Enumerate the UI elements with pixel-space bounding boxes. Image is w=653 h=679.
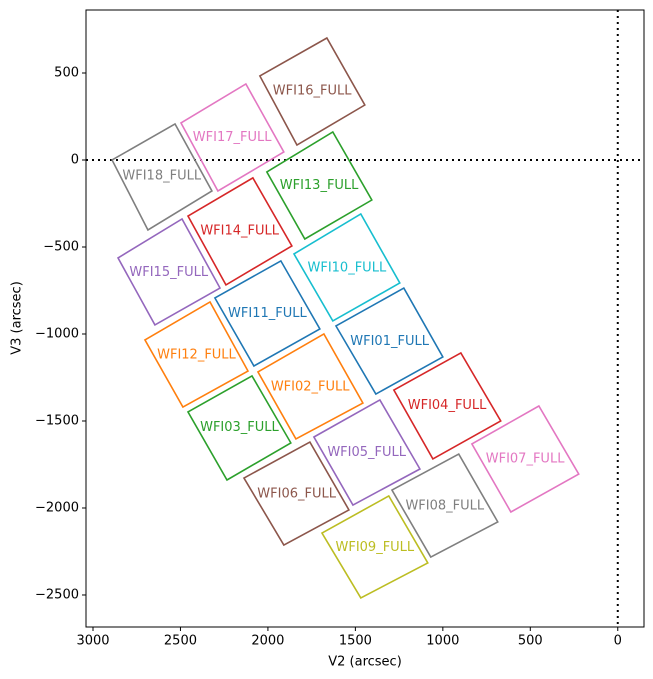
detector-outline: [213, 259, 321, 368]
y-axis-label: V3 (arcsec): [10, 281, 25, 355]
detector-label: WFI15_FULL: [129, 265, 208, 280]
detector-label: WFI17_FULL: [193, 130, 272, 145]
x-tick-label: 2500: [164, 634, 197, 649]
detector-label: WFI04_FULL: [408, 398, 487, 413]
x-tick-label: 1000: [426, 634, 459, 649]
detector-outline: [116, 217, 222, 327]
detector-label: WFI16_FULL: [273, 83, 352, 98]
detector-outline: [258, 36, 366, 147]
detector-label: WFI12_FULL: [157, 347, 236, 362]
detector-label: WFI11_FULL: [228, 306, 307, 321]
detector-label: WFI14_FULL: [200, 224, 279, 239]
detector-label: WFI10_FULL: [308, 260, 387, 275]
detector-label: WFI01_FULL: [350, 334, 429, 349]
detector-label: WFI07_FULL: [486, 452, 565, 467]
detector-label: WFI06_FULL: [257, 486, 336, 501]
detector-outline: [470, 404, 580, 514]
detector-outline: [392, 351, 502, 461]
plot-frame: [85, 9, 645, 628]
y-tick-label: −1000: [35, 326, 79, 341]
x-axis-label: V2 (arcsec): [328, 655, 402, 670]
detector-outline: [179, 82, 285, 193]
detector-outline: [186, 176, 293, 287]
x-tick-label: 3000: [76, 634, 109, 649]
detector-outline: [111, 122, 214, 232]
detector-label: WFI02_FULL: [271, 379, 350, 394]
detector-outline: [390, 452, 499, 559]
detector-label: WFI05_FULL: [327, 445, 406, 460]
y-tick-label: −2000: [35, 500, 79, 515]
detector-outline: [242, 440, 351, 547]
detector-outline: [265, 130, 373, 241]
y-tick-label: −2500: [35, 587, 79, 602]
y-tick-label: 500: [54, 65, 79, 80]
detector-outline: [186, 374, 292, 482]
x-tick-label: 2000: [251, 634, 284, 649]
y-tick-label: 0: [71, 152, 79, 167]
detector-label: WFI03_FULL: [200, 420, 279, 435]
detector-outline: [334, 286, 444, 396]
x-tick-label: 0: [614, 634, 622, 649]
x-tick-label: 1500: [339, 634, 372, 649]
detector-label: WFI18_FULL: [122, 169, 201, 184]
detector-outline: [143, 300, 250, 409]
detector-label: WFI08_FULL: [405, 498, 484, 513]
detector-outline: [312, 398, 422, 507]
detector-label: WFI13_FULL: [280, 178, 359, 193]
detector-outline: [256, 332, 364, 440]
detector-outline: [320, 494, 429, 600]
detector-label: WFI09_FULL: [335, 540, 414, 555]
y-tick-label: −500: [43, 239, 79, 254]
detector-outline: [292, 212, 401, 323]
x-tick-label: 500: [518, 634, 543, 649]
y-tick-label: −1500: [35, 413, 79, 428]
